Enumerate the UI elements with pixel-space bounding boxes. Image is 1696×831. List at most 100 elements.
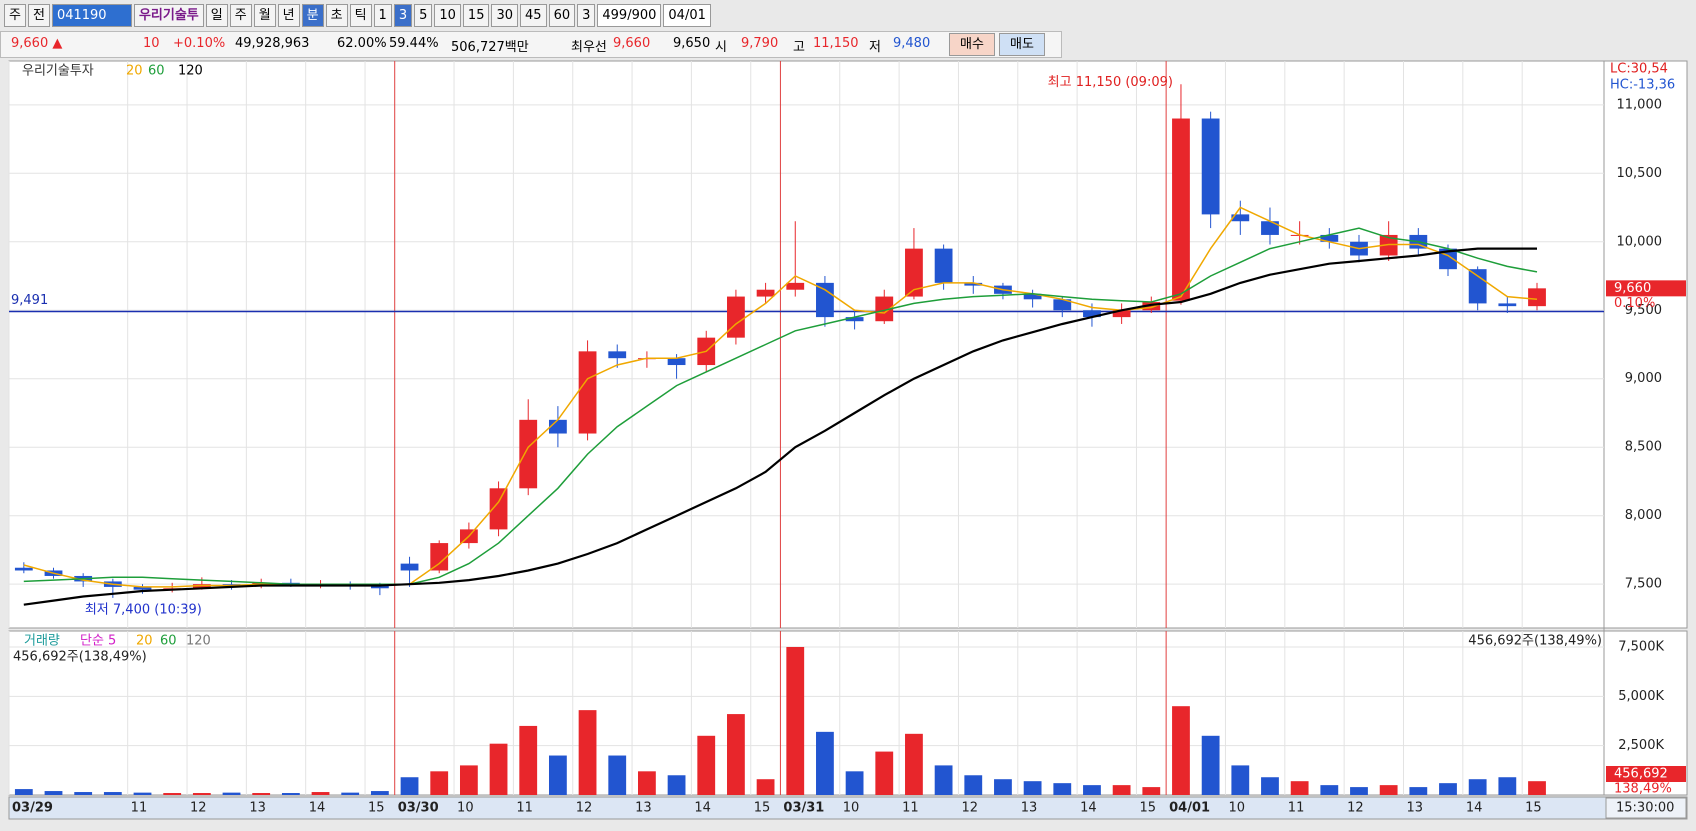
- candle-body: [400, 563, 419, 571]
- candle-body: [163, 588, 182, 590]
- legend-entry: 20: [126, 64, 143, 79]
- time-axis: [8, 796, 1688, 820]
- hc-label: HC:-13,36: [1610, 78, 1675, 93]
- volume-bar: [133, 792, 152, 795]
- x-tick-label: 11: [131, 801, 148, 816]
- candle-body: [1409, 234, 1428, 249]
- y-tick-label: 7,500K: [1618, 639, 1664, 654]
- candle-body: [608, 351, 627, 359]
- volume-bar: [281, 793, 300, 795]
- candle-body: [222, 584, 241, 586]
- toolbar-button[interactable]: 주: [4, 3, 26, 27]
- moving-average: [23, 227, 1538, 585]
- candle-body: [1201, 118, 1220, 215]
- quote-field: 시: [715, 40, 727, 55]
- toolbar-button[interactable]: 초: [325, 3, 348, 27]
- y-tick-label: 8,500: [1625, 440, 1662, 455]
- volume-bar: [548, 755, 567, 795]
- candle-body: [252, 582, 271, 586]
- volume-bar: [1409, 787, 1428, 795]
- price-panel: [8, 60, 1688, 629]
- x-tick-label: 13: [635, 801, 652, 816]
- toolbar-button[interactable]: 분: [301, 3, 324, 27]
- toolbar-button[interactable]: 30: [491, 3, 519, 27]
- candle-body: [1023, 293, 1042, 300]
- toolbar-button[interactable]: 04/01: [663, 3, 711, 27]
- volume-bar: [163, 793, 182, 795]
- time-cursor-box: [1605, 797, 1687, 819]
- candle-body: [756, 289, 775, 297]
- quote-field: 저: [869, 40, 881, 55]
- toolbar-button[interactable]: 년: [277, 3, 300, 27]
- toolbar-button[interactable]: 15: [462, 3, 490, 27]
- candle-body: [638, 358, 656, 360]
- candle-body: [875, 296, 894, 322]
- annotation: 최고 11,150 (09:09): [1048, 75, 1173, 90]
- candle-body: [845, 317, 864, 322]
- volume-bar: [459, 765, 478, 795]
- toolbar-button[interactable]: 우리기술투: [133, 3, 204, 27]
- volume-bar: [311, 792, 330, 795]
- volume-bar: [430, 771, 449, 795]
- quote-field: 고: [793, 40, 805, 55]
- order-button[interactable]: 매도: [999, 33, 1045, 56]
- y-tick-label: 10,000: [1617, 234, 1663, 249]
- x-tick-label: 03/30: [398, 801, 439, 816]
- legend-entry: 120: [178, 64, 203, 79]
- order-button[interactable]: 매수: [949, 33, 995, 56]
- legend-entry: 우리기술투자: [22, 64, 94, 79]
- volume-bar: [727, 714, 745, 795]
- volume-bar: [994, 779, 1012, 795]
- y-tick-label: 9,000: [1625, 371, 1662, 386]
- candle-body: [1528, 288, 1546, 307]
- candle-body: [697, 337, 716, 366]
- candle-body: [1468, 269, 1487, 304]
- candle-body: [1083, 310, 1101, 318]
- candle-body: [281, 582, 300, 585]
- volume-bar: [934, 765, 953, 795]
- toolbar-button[interactable]: 10: [434, 3, 461, 27]
- reference-label: 9,491: [11, 293, 48, 308]
- toolbar-button[interactable]: 041190: [51, 3, 132, 27]
- x-tick-label: 03/31: [783, 801, 824, 816]
- volume-bar: [44, 791, 63, 795]
- volume-bar: [1320, 785, 1339, 795]
- volume-bar: [1112, 785, 1131, 795]
- toolbar-button[interactable]: 499/900: [597, 3, 662, 27]
- y-tick-label: 10,500: [1617, 166, 1663, 181]
- volume-bar: [1231, 765, 1250, 795]
- volume-bar: [1290, 781, 1309, 795]
- toolbar-button[interactable]: 일: [205, 3, 228, 27]
- candle-body: [14, 567, 33, 571]
- volume-bar: [786, 646, 805, 795]
- candle-body: [459, 529, 478, 544]
- quote-field: 9,480: [893, 36, 931, 51]
- candle-body: [1261, 221, 1279, 235]
- toolbar-button[interactable]: 틱: [349, 3, 372, 27]
- toolbar-button[interactable]: 3: [577, 3, 596, 27]
- toolbar-button[interactable]: 45: [520, 3, 547, 27]
- toolbar-button[interactable]: 60: [548, 3, 576, 27]
- toolbar-button[interactable]: 5: [414, 3, 433, 27]
- x-tick-label: 03/29: [12, 801, 53, 816]
- toolbar-button[interactable]: 3: [393, 3, 413, 27]
- volume-bar: [1379, 785, 1398, 795]
- toolbar-button[interactable]: 주: [229, 3, 252, 27]
- volume-bar: [1172, 706, 1190, 795]
- toolbar-button[interactable]: 1: [373, 3, 392, 27]
- candle-body: [341, 584, 360, 586]
- x-tick-label: 15: [368, 801, 385, 816]
- candle-body: [1320, 234, 1339, 242]
- candle-body: [44, 570, 63, 576]
- candle-body: [905, 248, 923, 297]
- volume-bar: [578, 710, 597, 795]
- toolbar: 주 전 041190 우리기술투 일 주 월 년 분 초 틱 1 3 5 10 15 30 45 60 3 499/90…: [4, 3, 711, 27]
- toolbar-button[interactable]: 전: [27, 3, 50, 27]
- x-tick-label: 13: [1406, 801, 1423, 816]
- volume-bar: [816, 731, 834, 795]
- last-change: 0.10%: [1614, 296, 1655, 311]
- x-tick-label: 11: [1288, 801, 1305, 816]
- x-tick-label: 13: [249, 801, 266, 816]
- toolbar-button[interactable]: 월: [253, 3, 276, 27]
